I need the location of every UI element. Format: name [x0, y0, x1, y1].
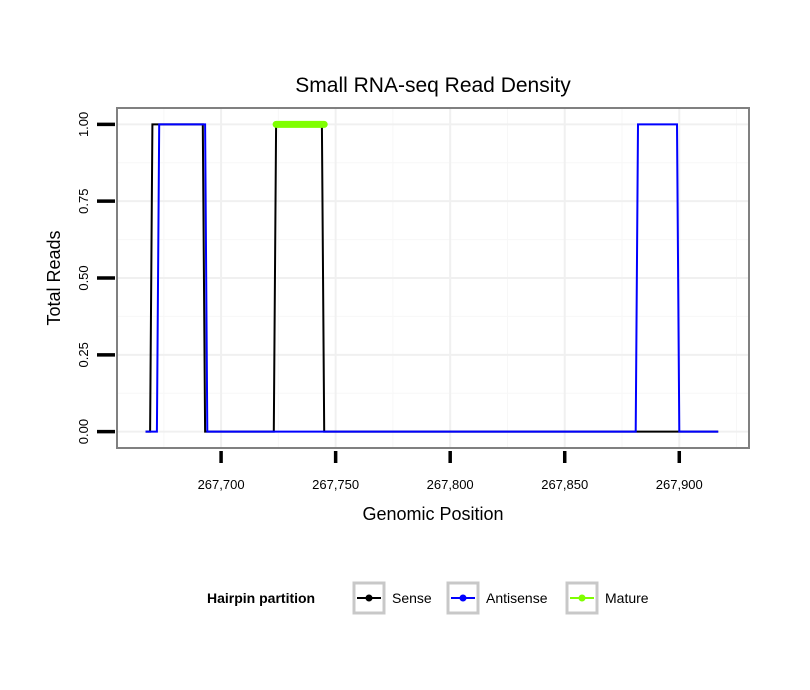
x-tick-label: 267,850	[541, 477, 588, 492]
x-tick-label: 267,800	[427, 477, 474, 492]
chart-title: Small RNA-seq Read Density	[295, 74, 571, 97]
legend-label: Sense	[392, 590, 432, 606]
legend-label: Antisense	[486, 590, 548, 606]
x-tick-label: 267,750	[312, 477, 359, 492]
legend-item-antisense: Antisense	[446, 581, 548, 615]
y-axis-title: Total Reads	[44, 230, 64, 325]
legend-label: Mature	[605, 590, 649, 606]
axes: 267,700 267,750 267,800 267,850 267,900 0.00 0…	[76, 112, 703, 492]
legend-items: Sense Antisense Mature	[352, 581, 649, 615]
series-lines	[145, 120, 719, 433]
legend-key-point	[459, 594, 467, 602]
x-axis-title: Genomic Position	[362, 504, 503, 524]
legend-title: Hairpin partition	[207, 590, 315, 606]
y-tick-label: 0.25	[76, 342, 91, 367]
x-tick-label: 267,900	[656, 477, 703, 492]
legend-key-point	[578, 594, 586, 602]
legend: Hairpin partition Sense Antisense Mature	[207, 581, 649, 615]
grid-lines	[118, 109, 748, 447]
legend-item-mature: Mature	[565, 581, 649, 615]
series-line-antisense	[145, 123, 719, 433]
y-tick-label: 0.00	[76, 419, 91, 444]
y-tick-label: 0.50	[76, 265, 91, 290]
y-tick-label: 1.00	[76, 112, 91, 137]
y-tick-label: 0.75	[76, 189, 91, 214]
legend-key-point	[365, 594, 373, 602]
x-tick-label: 267,700	[198, 477, 245, 492]
plot-panel-border	[116, 107, 750, 449]
legend-item-sense: Sense	[352, 581, 432, 615]
